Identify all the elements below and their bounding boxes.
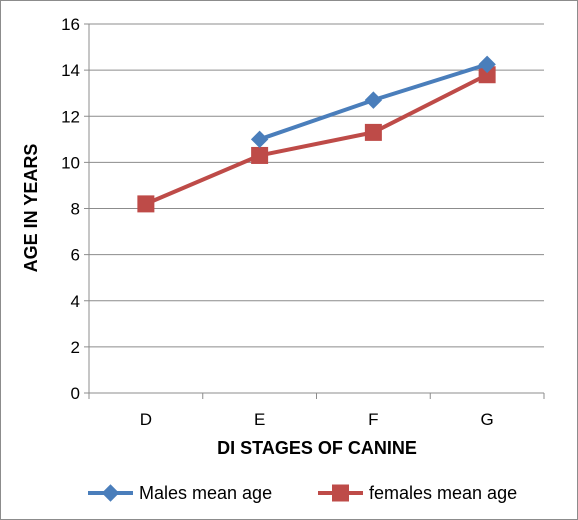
x-tick-label: F — [368, 410, 378, 429]
y-tick-label: 8 — [71, 200, 80, 219]
data-point — [137, 195, 155, 213]
legend-marker — [101, 484, 120, 502]
legend-marker — [332, 484, 349, 502]
data-point — [251, 146, 269, 164]
x-tick-label: D — [140, 410, 152, 429]
y-tick-label: 10 — [61, 153, 80, 172]
axes — [88, 24, 544, 394]
y-tick-label: 0 — [71, 384, 80, 403]
legend: Males mean age females mean age — [88, 483, 517, 503]
legend-item: females mean age — [318, 483, 517, 503]
x-tick-label: E — [254, 410, 265, 429]
y-tick-label: 6 — [71, 246, 80, 265]
gridlines — [89, 23, 544, 348]
y-tick-label: 16 — [61, 15, 80, 34]
y-axis-title: AGE IN YEARS — [21, 144, 41, 273]
y-tick-label: 12 — [61, 107, 80, 126]
series-females — [137, 66, 496, 213]
y-axis-ticks: 0 2 4 6 8 10 12 14 16 — [61, 15, 89, 403]
legend-label: Males mean age — [139, 483, 272, 503]
y-tick-label: 4 — [71, 292, 80, 311]
series-males — [250, 55, 496, 149]
y-tick-label: 2 — [71, 338, 80, 357]
data-point — [364, 123, 382, 141]
data-point — [250, 130, 269, 149]
series-line — [145, 72, 489, 206]
x-axis-title: DI STAGES OF CANINE — [217, 438, 417, 458]
x-axis-ticks: D E F G — [88, 393, 545, 429]
series-layer — [137, 55, 496, 213]
legend-label: females mean age — [369, 483, 517, 503]
x-tick-label: G — [481, 410, 494, 429]
data-point — [364, 91, 383, 109]
data-point — [478, 55, 496, 74]
legend-item: Males mean age — [88, 483, 272, 503]
y-tick-label: 14 — [61, 61, 80, 80]
